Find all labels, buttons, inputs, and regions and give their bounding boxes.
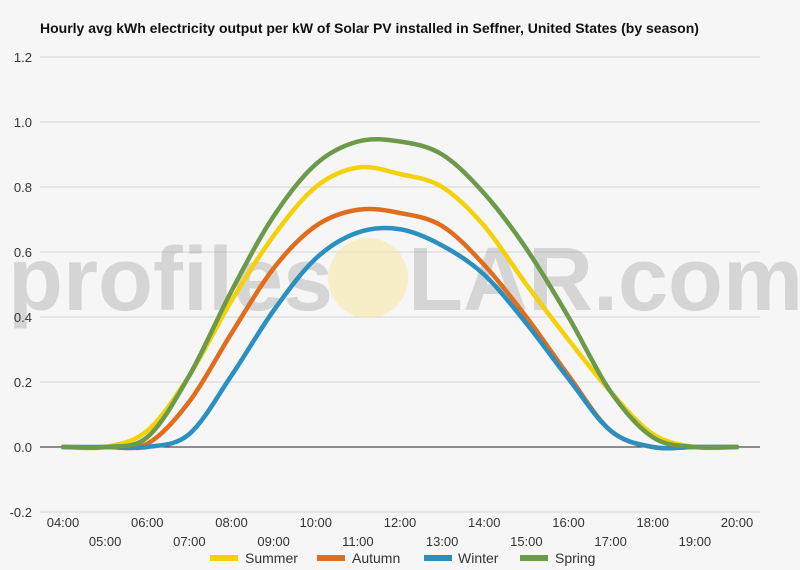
legend: Summer Autumn Winter Spring xyxy=(210,550,595,566)
series-line-winter xyxy=(60,225,740,451)
y-tick-label: 0.0 xyxy=(14,440,32,455)
y-tick-label: 1.2 xyxy=(14,50,32,65)
series-line-spring xyxy=(60,137,740,450)
x-tick-label: 16:00 xyxy=(552,515,585,530)
x-tick-label: 07:00 xyxy=(173,534,206,549)
series-lines xyxy=(60,137,740,451)
x-tick-label: 06:00 xyxy=(131,515,164,530)
x-tick-label: 10:00 xyxy=(299,515,332,530)
legend-label-summer: Summer xyxy=(245,550,298,566)
legend-label-winter: Winter xyxy=(458,550,499,566)
x-tick-label: 09:00 xyxy=(257,534,290,549)
x-tick-label: 05:00 xyxy=(89,534,122,549)
legend-label-spring: Spring xyxy=(555,550,595,566)
x-tick-label: 18:00 xyxy=(636,515,669,530)
legend-swatch-winter xyxy=(424,555,452,561)
x-tick-label: 04:00 xyxy=(47,515,80,530)
legend-label-autumn: Autumn xyxy=(352,550,400,566)
y-tick-label: 1.0 xyxy=(14,115,32,130)
x-axis-ticks: 04:00 05:00 06:00 07:00 08:00 09:00 10:00 11:00… xyxy=(47,515,754,549)
x-tick-label: 13:00 xyxy=(426,534,459,549)
y-tick-label: 0.6 xyxy=(14,245,32,260)
legend-swatch-summer xyxy=(210,555,238,561)
x-tick-label: 17:00 xyxy=(594,534,627,549)
watermark-sun-logo xyxy=(328,238,408,318)
x-tick-label: 08:00 xyxy=(215,515,248,530)
legend-swatch-spring xyxy=(520,555,548,561)
x-tick-label: 19:00 xyxy=(679,534,712,549)
y-tick-label: -0.2 xyxy=(10,505,32,520)
watermark: profiles LAR.com xyxy=(8,230,800,330)
y-tick-label: 0.8 xyxy=(14,180,32,195)
x-tick-label: 12:00 xyxy=(384,515,417,530)
x-tick-label: 15:00 xyxy=(510,534,543,549)
y-tick-label: 0.4 xyxy=(14,310,32,325)
x-tick-label: 11:00 xyxy=(342,534,374,549)
x-tick-label: 14:00 xyxy=(468,515,501,530)
y-axis-ticks: -0.2 0.0 0.2 0.4 0.6 0.8 1.0 1.2 xyxy=(10,50,32,520)
watermark-text-prefix: profiles xyxy=(8,230,333,330)
chart-title: Hourly avg kWh electricity output per kW… xyxy=(40,20,699,36)
legend-swatch-autumn xyxy=(317,555,345,561)
y-tick-label: 0.2 xyxy=(14,375,32,390)
watermark-text-suffix: LAR.com xyxy=(408,230,800,330)
x-tick-label: 20:00 xyxy=(721,515,754,530)
